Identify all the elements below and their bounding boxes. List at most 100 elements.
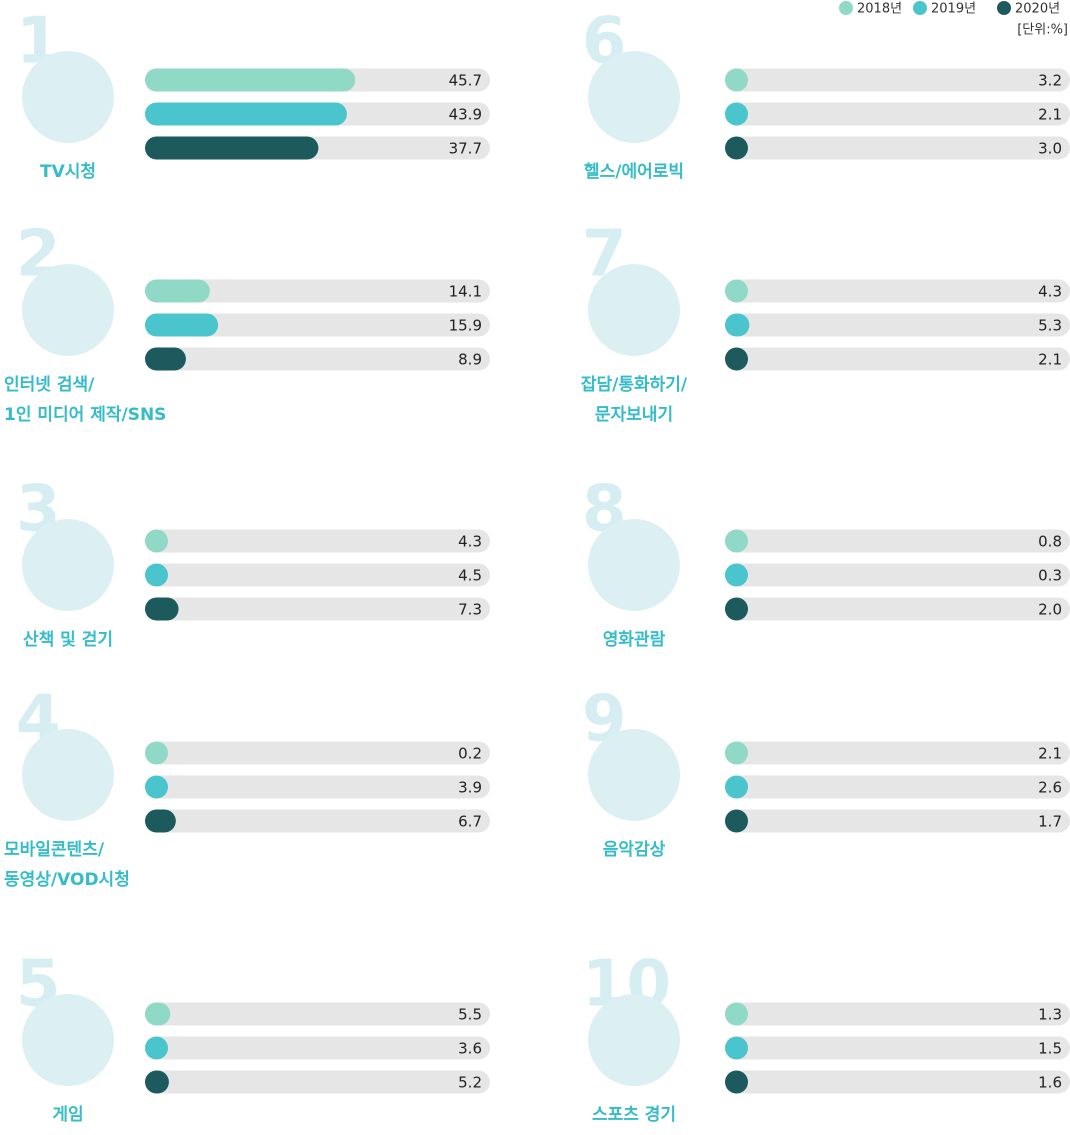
value-label: 45.7 <box>449 72 482 90</box>
bar <box>145 530 168 553</box>
legend-swatch <box>913 1 927 15</box>
bar <box>145 1003 170 1026</box>
bar <box>725 598 748 621</box>
legend-label: 2019년 <box>931 2 976 17</box>
value-label: 1.6 <box>1038 1074 1062 1092</box>
value-label: 43.9 <box>449 106 482 124</box>
bar-track <box>145 1037 490 1060</box>
bar <box>145 69 355 92</box>
bar <box>725 314 749 337</box>
value-label: 1.5 <box>1038 1040 1062 1058</box>
bar-track <box>145 810 490 833</box>
bar <box>145 103 347 126</box>
bar <box>145 137 318 160</box>
bar <box>725 137 748 160</box>
bar-track <box>725 69 1070 92</box>
value-label: 0.8 <box>1038 533 1062 551</box>
value-label: 3.6 <box>458 1040 482 1058</box>
bar <box>725 103 748 126</box>
value-label: 2.1 <box>1038 351 1062 369</box>
value-label: 5.3 <box>1038 317 1062 335</box>
value-label: 1.7 <box>1038 813 1062 831</box>
icon-circle <box>588 519 680 611</box>
bar-track <box>725 1037 1070 1060</box>
bar-track <box>145 348 490 371</box>
bar-track <box>725 1003 1070 1026</box>
bar-track <box>145 598 490 621</box>
icon-circle <box>22 519 114 611</box>
bar <box>725 348 748 371</box>
bar-track <box>725 280 1070 303</box>
bar <box>145 810 176 833</box>
bar-track <box>725 598 1070 621</box>
category-label: 잡담/통화하기/ <box>581 375 688 395</box>
legend-swatch <box>997 1 1011 15</box>
bar-track <box>145 1071 490 1094</box>
value-label: 5.5 <box>458 1006 482 1024</box>
bar-track <box>145 776 490 799</box>
bar <box>725 1037 748 1060</box>
value-label: 2.0 <box>1038 601 1062 619</box>
bar <box>725 810 748 833</box>
bar <box>725 530 748 553</box>
bar-track <box>145 564 490 587</box>
category-label: 헬스/에어로빅 <box>584 162 684 182</box>
bar <box>145 598 179 621</box>
bar <box>725 1003 748 1026</box>
category-label: 스포츠 경기 <box>592 1105 676 1125</box>
category-label: 모바일콘텐츠/ <box>4 840 105 860</box>
value-label: 2.1 <box>1038 106 1062 124</box>
value-label: 6.7 <box>458 813 482 831</box>
value-label: 37.7 <box>449 140 482 158</box>
bar <box>725 776 748 799</box>
value-label: 15.9 <box>449 317 482 335</box>
value-label: 2.1 <box>1038 745 1062 763</box>
icon-circle <box>588 729 680 821</box>
bar-track <box>725 137 1070 160</box>
value-label: 14.1 <box>449 283 482 301</box>
value-label: 3.2 <box>1038 72 1062 90</box>
category-label: 동영상/VOD시청 <box>4 869 130 890</box>
bar <box>145 776 168 799</box>
bar <box>145 348 186 371</box>
value-label: 3.0 <box>1038 140 1062 158</box>
bar <box>145 1071 169 1094</box>
bar <box>145 1037 168 1060</box>
value-label: 8.9 <box>458 351 482 369</box>
icon-circle <box>588 264 680 356</box>
legend-label: 2018년 <box>857 2 902 17</box>
bar <box>725 280 748 303</box>
bar <box>725 742 748 765</box>
value-label: 3.9 <box>458 779 482 797</box>
legend-label: 2020년 <box>1015 2 1060 17</box>
icon-circle <box>588 994 680 1086</box>
icon-circle <box>22 264 114 356</box>
bar-track <box>725 103 1070 126</box>
icon-circle <box>588 51 680 143</box>
category-label: 게임 <box>52 1104 83 1125</box>
value-label: 1.3 <box>1038 1006 1062 1024</box>
bar-track <box>725 776 1070 799</box>
value-label: 7.3 <box>458 601 482 619</box>
category-label: 산책 및 걷기 <box>23 630 113 650</box>
value-label: 0.3 <box>1038 567 1062 585</box>
icon-circle <box>22 729 114 821</box>
category-label: 인터넷 검색/ <box>4 375 95 395</box>
value-label: 4.3 <box>1038 283 1062 301</box>
bar <box>725 69 748 92</box>
value-label: 0.2 <box>458 745 482 763</box>
bar <box>725 564 748 587</box>
bar-track <box>725 742 1070 765</box>
value-label: 4.3 <box>458 533 482 551</box>
bar-track <box>725 530 1070 553</box>
bar-track <box>725 314 1070 337</box>
bar <box>145 742 168 765</box>
bar-track <box>725 810 1070 833</box>
bar-track <box>145 742 490 765</box>
bar-track <box>725 1071 1070 1094</box>
bar <box>145 564 168 587</box>
value-label: 2.6 <box>1038 779 1062 797</box>
bar-track <box>145 1003 490 1026</box>
bar <box>725 1071 748 1094</box>
category-label: 음악감상 <box>603 840 666 860</box>
